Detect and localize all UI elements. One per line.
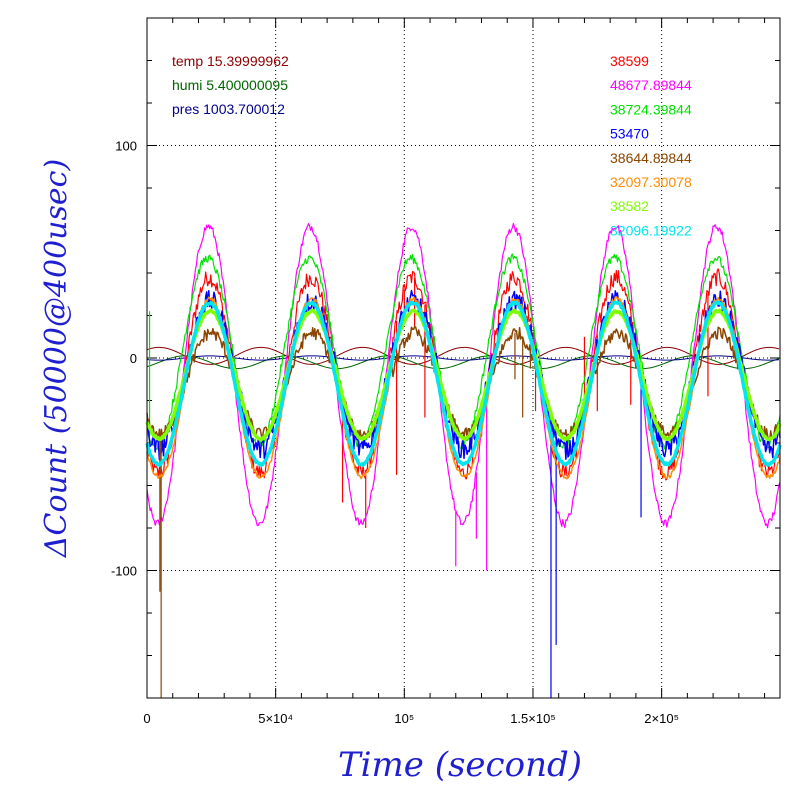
series-line: [146, 222, 781, 529]
env-series-line: [146, 346, 780, 365]
series-line: [146, 268, 781, 481]
series-legend-entry: 38599: [610, 53, 649, 69]
env-legend-entry: humi 5.400000095: [172, 77, 288, 93]
x-tick-label: 0: [143, 711, 150, 726]
x-tick-label: 10⁵: [394, 711, 414, 726]
series-line: [146, 289, 781, 461]
y-tick-labels: -100 0 100: [111, 139, 137, 579]
series-legend-entry: 53470: [610, 126, 649, 142]
y-tick-label: -100: [111, 564, 137, 579]
environment-legend: temp 15.39999962 humi 5.400000095 pres 100…: [172, 53, 289, 117]
plot-frame: [146, 17, 781, 699]
series-legend-entry: 32097.30078: [610, 174, 692, 190]
series-legend: 38599 48677.89844 38724.39844 53470 38644.89…: [610, 53, 692, 238]
y-tick-label: 100: [115, 139, 137, 154]
series-layer: [145, 222, 782, 698]
series-line: [146, 296, 781, 480]
x-tick-label: 1.5×10⁵: [510, 711, 556, 726]
series-legend-entry: 38644.89844: [610, 150, 692, 166]
series-legend-entry: 38724.39844: [610, 101, 692, 117]
series-line: [145, 300, 782, 467]
env-series-line: [146, 355, 780, 361]
series-legend-entry: 48677.89844: [610, 77, 692, 93]
x-tick-labels: 0 5×10⁴ 10⁵ 1.5×10⁵ 2×10⁵: [143, 711, 679, 726]
env-legend-entry: temp 15.39999962: [172, 53, 289, 69]
x-axis-title: Time (second): [338, 745, 582, 785]
series-legend-entry: 38582: [610, 198, 649, 214]
x-tick-label: 5×10⁴: [258, 711, 293, 726]
series-legend-entry: 32096.19922: [610, 222, 692, 238]
x-tick-label: 2×10⁵: [644, 711, 679, 726]
env-legend-entry: pres 1003.700012: [172, 101, 285, 117]
y-tick-label: 0: [130, 351, 137, 366]
y-axis-title: ΔCount (50000@400usec): [39, 159, 74, 558]
series-line: [145, 308, 782, 442]
